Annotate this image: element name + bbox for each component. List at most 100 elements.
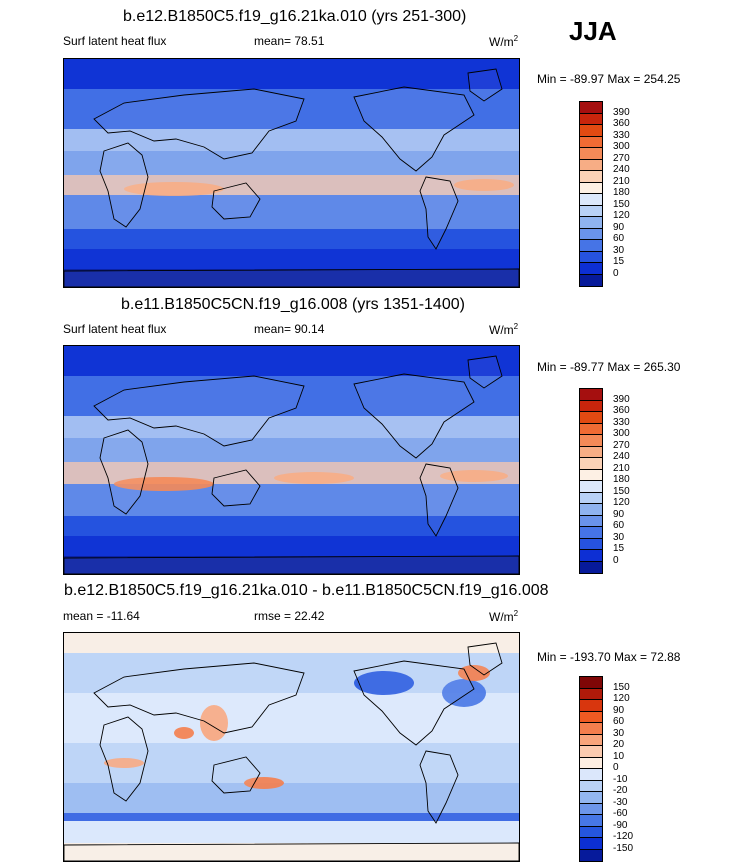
panel1-coastline-antarctica [64, 268, 519, 287]
panel1-coastline-australia [211, 182, 261, 220]
panel2-coastline-antarctica [64, 555, 519, 574]
panel1-minmax: Min = -89.97 Max = 254.25 [537, 72, 681, 86]
panel3-coastline-antarctica [64, 842, 519, 861]
panel1-coastline-eurasia [93, 88, 305, 160]
panel2-colorbar-labels: 390 360 330 300 270 240 210 180 150 120 90 60 30 15 0 [613, 388, 653, 572]
panel3-field-anomaly [244, 777, 284, 789]
panel3-title: b.e12.B1850C5.f19_g16.21ka.010 - b.e11.B… [64, 582, 549, 599]
panel3-colorbar-tick-label: -10 [613, 773, 628, 785]
panel1-colorbar-tick-label: 300 [613, 141, 630, 152]
panel3-minmax: Min = -193.70 Max = 72.88 [537, 650, 681, 664]
panel1-colorbar-tick-label: 330 [613, 129, 630, 141]
panel3-colorbar-swatch [580, 780, 602, 792]
panel1-colorbar-swatch [580, 148, 602, 160]
panel2-map [63, 345, 520, 575]
panel2-colorbar [579, 388, 603, 574]
panel3-colorbar-swatch [580, 769, 602, 781]
panel3-colorbar-tick-label: 150 [613, 681, 630, 693]
panel3-colorbar-tick-label: 120 [613, 693, 630, 704]
panel1-colorbar-tick-label: 0 [613, 267, 619, 279]
panel3-colorbar-tick-label: -60 [613, 808, 628, 819]
panel3-field-anomaly [174, 727, 194, 739]
panel3-coastline-eurasia [93, 662, 305, 734]
panel1-field-band [64, 129, 519, 151]
panel3-colorbar-tick-label: -150 [613, 842, 634, 854]
panel2-colorbar-swatch [580, 458, 602, 470]
season-label: JJA [569, 16, 617, 46]
panel1-field-band [64, 151, 519, 175]
panel3-colorbar-tick-label: -120 [613, 831, 634, 842]
panel1-colorbar-tick-label: 360 [613, 118, 630, 129]
panel2-colorbar-swatch [580, 504, 602, 516]
panel3-colorbar-tick-label: 0 [613, 762, 619, 773]
panel2-colorbar-tick-label: 15 [613, 543, 625, 554]
panel2-colorbar-tick-label: 360 [613, 405, 630, 416]
panel3-colorbar-swatch [580, 700, 602, 712]
panel3-colorbar-labels: 150 120 90 60 30 20 10 0 -10 -20 -30 -60 -90 -120 -150 [613, 676, 653, 860]
panel2-colorbar-tick-label: 90 [613, 508, 625, 520]
panel3-field-band [64, 843, 519, 861]
panel2-colorbar-swatch [580, 412, 602, 424]
panel3-colorbar-swatch [580, 688, 602, 700]
panel1-colorbar-swatch [580, 136, 602, 148]
panel1-colorbar-tick-label: 30 [613, 244, 625, 256]
panel3-mean-label: mean = -11.64 [63, 609, 140, 623]
panel3-colorbar-tick-label: 60 [613, 716, 625, 727]
panel1-colorbar-tick-label: 15 [613, 256, 625, 267]
panel1-coastline-africa [99, 142, 149, 228]
panel3-field-anomaly [442, 679, 486, 707]
panel3-coastline-australia [211, 756, 261, 794]
panel3-colorbar-swatch [580, 803, 602, 815]
panel2-field-band [64, 416, 519, 438]
panel1-colorbar-swatch [580, 228, 602, 240]
panel3-colorbar-swatch [580, 757, 602, 769]
panel1-coastline-north-america [353, 86, 475, 172]
panel2-field-band [64, 346, 519, 376]
panel1-colorbar-swatch [580, 263, 602, 275]
panel3-colorbar-swatch [580, 792, 602, 804]
panel3-field-band [64, 633, 519, 653]
panel1-colorbar-tick-label: 150 [613, 198, 630, 210]
panel3-map [63, 632, 520, 862]
panel3-colorbar-swatch [580, 746, 602, 758]
panel3-colorbar-swatch [580, 815, 602, 827]
panel1-colorbar-tick-label: 60 [613, 233, 625, 244]
panel2-colorbar-swatch [580, 527, 602, 539]
panel1-colorbar-swatch [580, 194, 602, 206]
panel2-coastline-north-america [353, 373, 475, 459]
panel1-colorbar-swatch [580, 102, 602, 114]
panel2-colorbar-tick-label: 270 [613, 439, 630, 451]
panel1-colorbar-swatch [580, 182, 602, 194]
panel1-colorbar-labels: 390 360 330 300 270 240 210 180 150 120 90 60 30 15 0 [613, 101, 653, 285]
panel2-colorbar-swatch [580, 423, 602, 435]
panel1-colorbar-swatch [580, 125, 602, 137]
panel2-field-band [64, 516, 519, 536]
panel1-variable-label: Surf latent heat flux [63, 34, 167, 48]
panel2-field-anomaly [440, 470, 508, 482]
panel2-mean-label: mean= 90.14 [254, 322, 325, 336]
panel2-coastline-australia [211, 469, 261, 507]
panel1-title: b.e12.B1850C5.f19_g16.21ka.010 (yrs 251-… [123, 8, 467, 25]
panel1-colorbar-tick-label: 120 [613, 210, 630, 221]
panel3-field-anomaly [104, 758, 144, 768]
panel2-field-anomaly [114, 477, 214, 491]
panel2-colorbar-tick-label: 330 [613, 416, 630, 428]
panel3-colorbar-tick-label: 10 [613, 750, 625, 762]
panel2-colorbar-swatch [580, 481, 602, 493]
panel1-colorbar [579, 101, 603, 287]
panel2-colorbar-swatch [580, 400, 602, 412]
panel2-title: b.e11.B1850C5CN.f19_g16.008 (yrs 1351-14… [121, 296, 465, 313]
panel1-field-anomaly [454, 179, 514, 191]
panel3-colorbar-swatch [580, 826, 602, 838]
panel2-colorbar-swatch [580, 469, 602, 481]
panel2-colorbar-tick-label: 120 [613, 497, 630, 508]
panel3-field-anomaly [200, 705, 228, 741]
panel3-colorbar-tick-label: -30 [613, 796, 628, 808]
panel3-colorbar-swatch [580, 723, 602, 735]
panel2-colorbar-tick-label: 240 [613, 451, 630, 462]
panel2-colorbar-swatch [580, 446, 602, 458]
panel3-field-band [64, 813, 519, 821]
panel2-colorbar-swatch [580, 561, 602, 573]
panel2-colorbar-tick-label: 150 [613, 485, 630, 497]
panel1-field-anomaly [124, 182, 224, 196]
